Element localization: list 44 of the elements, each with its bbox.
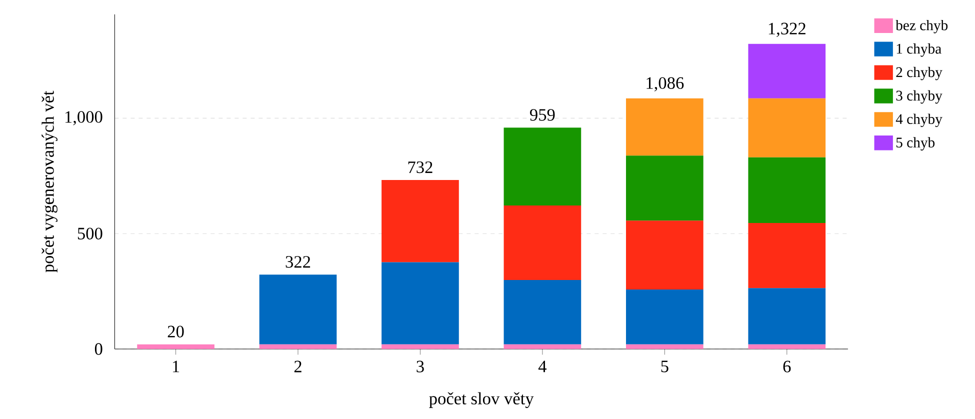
bar [626,220,704,290]
bar [382,262,459,344]
bar [382,180,459,262]
bar [504,128,582,206]
bar [504,344,582,350]
total-label: 959 [530,109,555,121]
bar [382,344,459,350]
total-label: 1,086 [646,77,684,92]
y-tick-label: 500 [78,228,102,240]
x-tick-label: 6 [783,360,791,372]
total-label: 322 [286,256,310,268]
y-tick-label: 1,000 [65,111,102,126]
bar [626,289,704,344]
y-tick-label: 0 [94,343,102,355]
x-tick-label: 5 [661,360,668,372]
x-tick-label: 2 [294,360,302,372]
y-axis-title: počet vygenerovaných vět [42,90,58,272]
x-tick-label: 4 [538,360,547,372]
x-tick-label: 3 [416,360,424,372]
legend-label: 4 chyby [896,114,942,128]
bar [259,344,337,350]
bar [626,156,704,221]
bar [748,222,826,288]
bar [259,274,337,344]
bar [748,344,826,350]
bar [748,288,826,344]
bar [748,98,826,158]
bar [748,157,826,223]
total-label: 1,322 [768,22,806,37]
bar [626,98,704,156]
x-axis-title: počet slov věty [429,392,534,408]
bar [504,280,582,344]
bar [626,344,704,350]
legend-label: 3 chyby [896,90,942,104]
legend-label: 1 chyba [896,43,942,57]
x-tick-label: 1 [172,360,180,372]
bar [504,205,582,280]
bar [748,44,826,98]
legend-label: 5 chyb [896,137,935,150]
legend-label: 2 chyby [896,66,942,80]
bar [137,344,214,350]
legend-label: bez chyb [896,20,948,34]
total-label: 20 [168,326,184,338]
total-label: 732 [408,161,432,174]
